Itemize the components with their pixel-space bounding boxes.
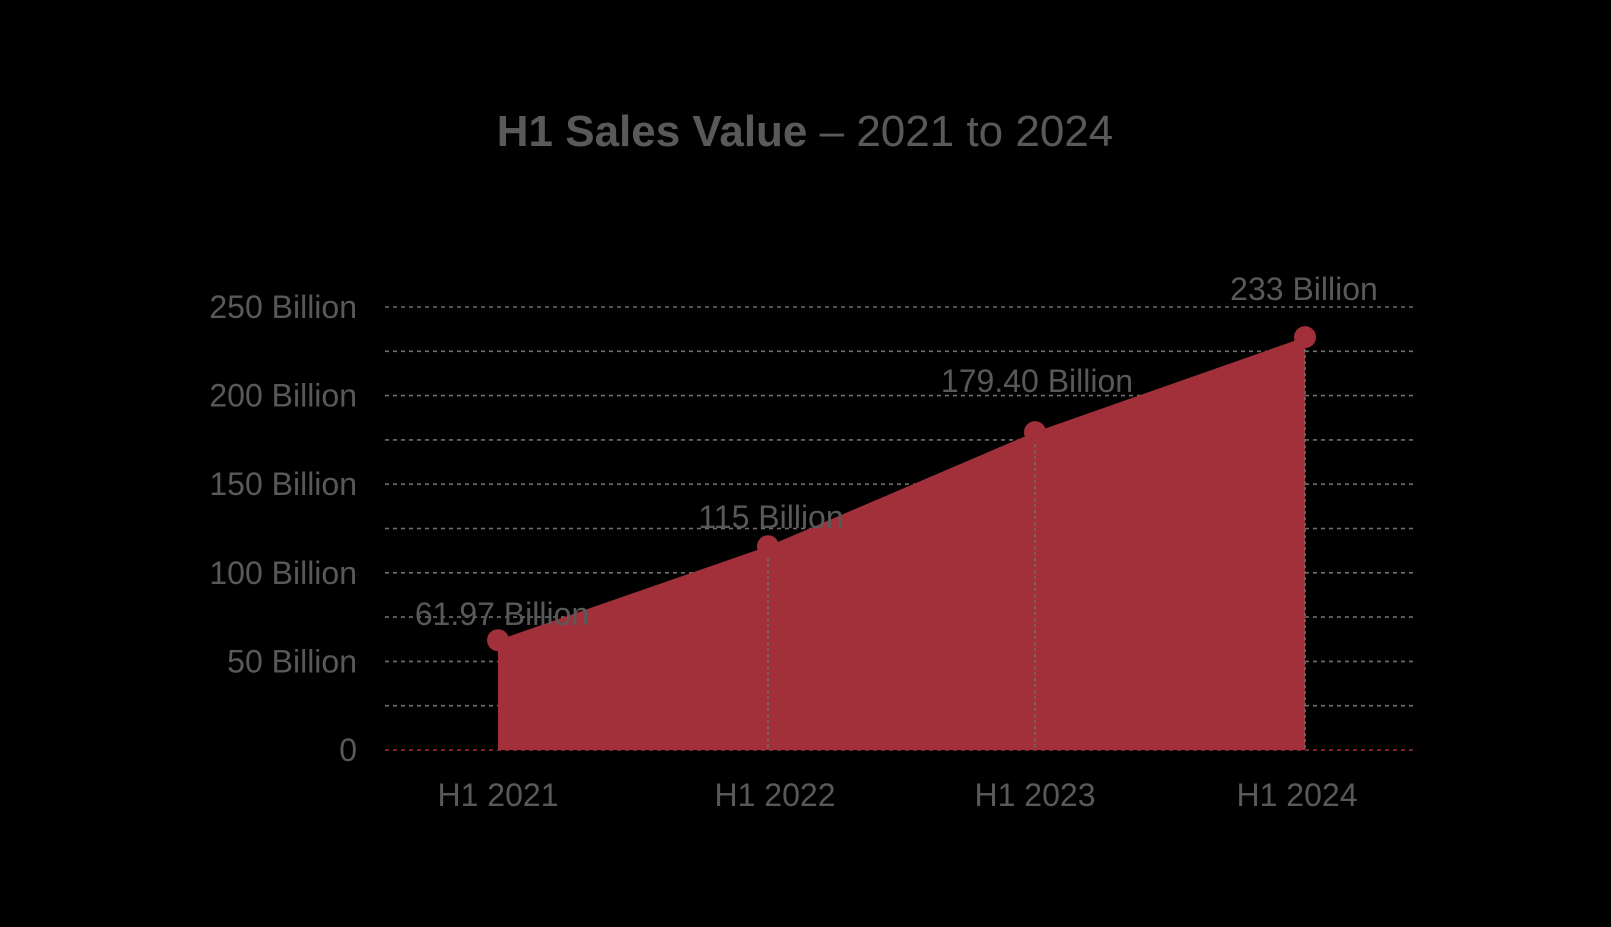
y-tick-label: 100 Billion	[209, 555, 357, 591]
y-axis: 0 50 Billion 100 Billion 150 Billion 200 Bil…	[209, 289, 357, 768]
data-point-marker	[757, 535, 779, 558]
data-point-marker	[1024, 421, 1046, 444]
y-tick-label: 250 Billion	[209, 289, 357, 325]
area-series	[385, 337, 1415, 751]
data-point-marker	[487, 629, 509, 652]
y-tick-label: 150 Billion	[209, 466, 357, 502]
data-point-marker	[1294, 326, 1316, 349]
y-tick-label: 200 Billion	[209, 378, 357, 414]
area-fill	[498, 337, 1305, 750]
x-axis: H1 2021 H1 2022 H1 2023 H1 2024	[438, 777, 1358, 813]
data-markers	[487, 326, 1316, 652]
x-tick-label: H1 2024	[1237, 777, 1358, 813]
chart-title-main: H1 Sales Value	[497, 107, 808, 156]
data-label: 179.40 Billion	[941, 363, 1133, 399]
x-tick-label: H1 2022	[715, 777, 836, 813]
x-tick-label: H1 2023	[975, 777, 1096, 813]
data-labels: 61.97 Billion 115 Billion 179.40 Billion 23…	[415, 271, 1378, 632]
data-label: 115 Billion	[698, 499, 843, 535]
y-tick-label: 50 Billion	[227, 643, 357, 679]
data-label: 61.97 Billion	[415, 596, 589, 632]
chart-title-subtitle: – 2021 to 2024	[820, 107, 1114, 156]
x-tick-label: H1 2021	[438, 777, 559, 813]
data-label: 233 Billion	[1230, 271, 1378, 307]
chart-title: H1 Sales Value – 2021 to 2024	[497, 107, 1114, 156]
y-tick-label: 0	[339, 732, 357, 768]
